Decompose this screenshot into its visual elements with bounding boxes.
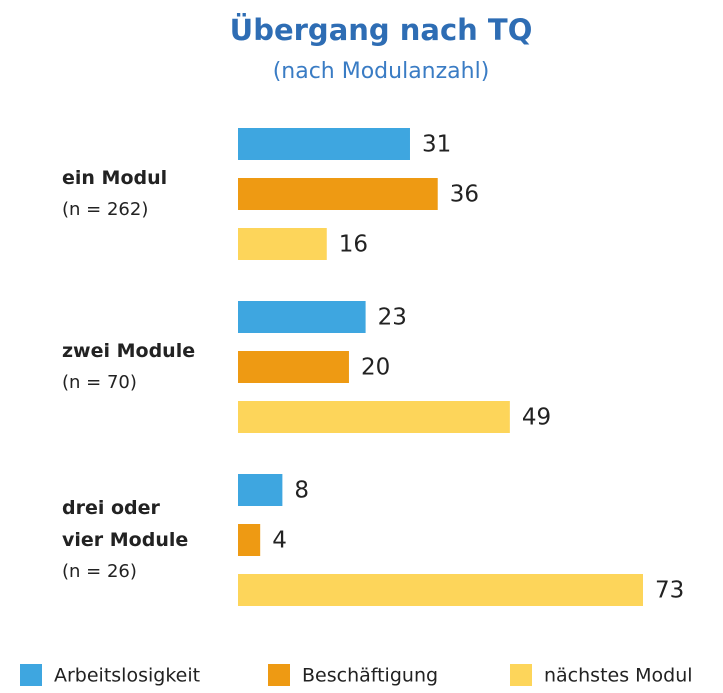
- bar: [238, 228, 327, 260]
- value-label: 23: [378, 305, 407, 331]
- value-label: 49: [522, 405, 551, 431]
- legend-label: Beschäftigung: [302, 665, 438, 687]
- value-label: 36: [450, 182, 479, 208]
- legend-label: Arbeitslosigkeit: [54, 665, 200, 687]
- value-label: 73: [655, 578, 684, 604]
- value-label: 4: [272, 528, 287, 554]
- bar: [238, 178, 438, 210]
- legend-label: nächstes Modul: [544, 665, 693, 687]
- bar: [238, 474, 283, 506]
- category-note: (n = 70): [62, 372, 137, 393]
- category-label: zwei Module: [62, 340, 195, 362]
- legend-swatch: [510, 664, 532, 686]
- value-label: 31: [422, 132, 451, 158]
- value-label: 16: [339, 232, 368, 258]
- bar: [238, 401, 510, 433]
- bar: [238, 128, 410, 160]
- category-note: (n = 26): [62, 561, 137, 582]
- value-label: 20: [361, 355, 390, 381]
- chart-subtitle: (nach Modulanzahl): [273, 59, 490, 84]
- bar: [238, 524, 261, 556]
- legend-swatch: [20, 664, 42, 686]
- value-label: 8: [294, 478, 309, 504]
- category-label: drei oder vier Module: [62, 497, 188, 551]
- category-label: ein Modul: [62, 167, 167, 189]
- bar: [238, 574, 643, 606]
- bar: [238, 351, 349, 383]
- category-note: (n = 262): [62, 199, 148, 220]
- legend-swatch: [268, 664, 290, 686]
- chart-title: Übergang nach TQ: [230, 13, 533, 47]
- bar: [238, 301, 366, 333]
